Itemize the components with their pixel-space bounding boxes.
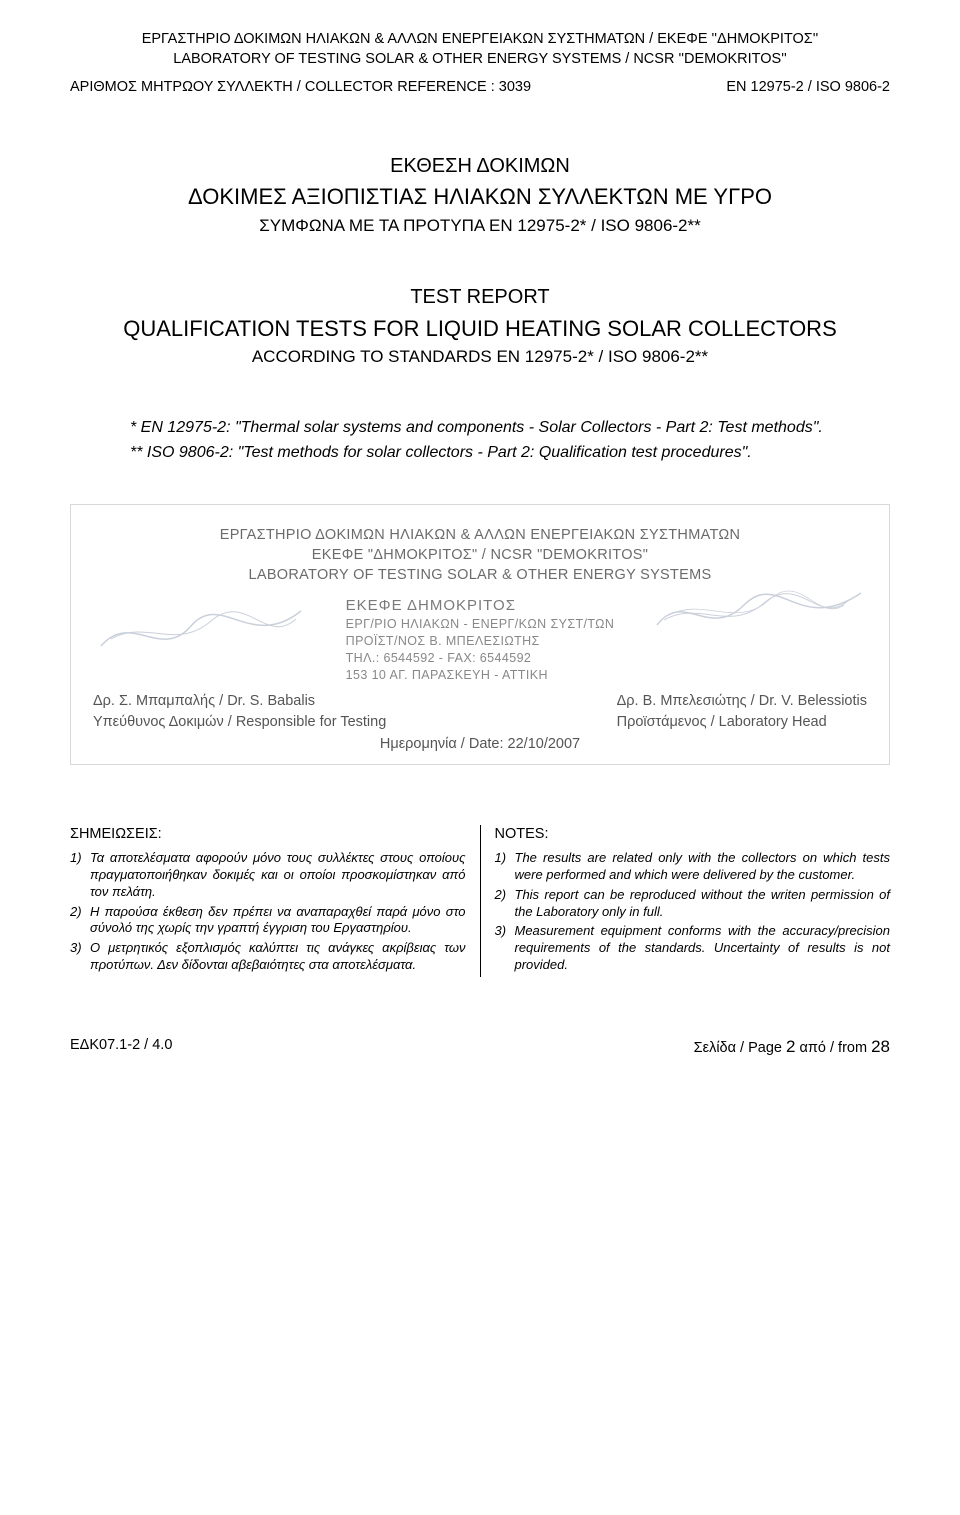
footer-page: Σελίδα / Page 2 από / from 28	[694, 1037, 890, 1057]
reference-row: ΑΡΙΘΜΟΣ ΜΗΤΡΩΟΥ ΣΥΛΛΕΚΤΗ / COLLECTOR REF…	[70, 79, 890, 95]
signatory-right: Δρ. Β. Μπελεσιώτης / Dr. V. Belessiotis …	[557, 691, 867, 732]
footer-doc-code: ΕΔΚ07.1-2 / 4.0	[70, 1037, 172, 1057]
title-en-3: ACCORDING TO STANDARDS EN 12975-2* / ISO…	[70, 347, 890, 367]
stamp-h1: ΕΡΓΑΣΤΗΡΙΟ ΔΟΚΙΜΩΝ ΗΛΙΑΚΩΝ & ΑΛΛΩΝ ΕΝΕΡΓ…	[89, 525, 871, 545]
stamp-box: ΕΚΕΦΕ ΔΗΜΟΚΡΙΤΟΣ ΕΡΓ/ΡΙΟ ΗΛΙΑΚΩΝ - ΕΝΕΡΓ…	[89, 596, 871, 684]
signatory-left-role: Υπεύθυνος Δοκιμών / Responsible for Test…	[93, 712, 386, 732]
signatory-left-name: Δρ. Σ. Μπαμπαλής / Dr. S. Babalis	[93, 691, 386, 711]
notes-en-title: NOTES:	[495, 825, 891, 844]
note-gr-3: 3)Ο μετρητικός εξοπλισμός καλύπτει τις α…	[70, 940, 466, 974]
signature-block: ΕΡΓΑΣΤΗΡΙΟ ΔΟΚΙΜΩΝ ΗΛΙΑΚΩΝ & ΑΛΛΩΝ ΕΝΕΡΓ…	[70, 504, 890, 765]
note-en-3: 3)Measurement equipment conforms with th…	[495, 923, 891, 974]
page-total: 28	[871, 1037, 890, 1056]
stamp-box-4: ΤΗΛ.: 6544592 - FAX: 6544592	[346, 650, 615, 667]
note-en-1: 1)The results are related only with the …	[495, 850, 891, 884]
collector-reference: ΑΡΙΘΜΟΣ ΜΗΤΡΩΟΥ ΣΥΛΛΕΚΤΗ / COLLECTOR REF…	[70, 79, 531, 95]
def-iso9806: ** ISO 9806-2: "Test methods for solar c…	[130, 442, 850, 464]
title-greek: ΕΚΘΕΣΗ ΔΟΚΙΜΩΝ ΔΟΚΙΜΕΣ ΑΞΙΟΠΙΣΤΙΑΣ ΗΛΙΑΚ…	[70, 155, 890, 236]
note-gr-2: 2)Η παρούσα έκθεση δεν πρέπει να αναπαρα…	[70, 904, 466, 938]
signatory-left: Δρ. Σ. Μπαμπαλής / Dr. S. Babalis Υπεύθυ…	[93, 691, 386, 732]
notes-greek: ΣΗΜΕΙΩΣΕΙΣ: 1)Τα αποτελέσματα αφορούν μό…	[70, 825, 481, 977]
signatory-right-role: Προϊστάμενος / Laboratory Head	[617, 712, 867, 732]
stamp-box-5: 153 10 ΑΓ. ΠΑΡΑΣΚΕΥΗ - ΑΤΤΙΚΗ	[346, 667, 615, 684]
signature-date: Ημερομηνία / Date: 22/10/2007	[89, 736, 871, 752]
def-en12975: * EN 12975-2: "Thermal solar systems and…	[130, 417, 850, 439]
standard-reference: EN 12975-2 / ISO 9806-2	[726, 79, 890, 95]
header-line-gr: ΕΡΓΑΣΤΗΡΙΟ ΔΟΚΙΜΩΝ ΗΛΙΑΚΩΝ & ΑΛΛΩΝ ΕΝΕΡΓ…	[70, 30, 890, 50]
notes-gr-title: ΣΗΜΕΙΩΣΕΙΣ:	[70, 825, 466, 844]
notes-english: NOTES: 1)The results are related only wi…	[481, 825, 891, 977]
signatories-row: Δρ. Σ. Μπαμπαλής / Dr. S. Babalis Υπεύθυ…	[93, 691, 867, 732]
stamp-box-title: ΕΚΕΦΕ ΔΗΜΟΚΡΙΤΟΣ	[346, 596, 615, 616]
standard-definitions: * EN 12975-2: "Thermal solar systems and…	[130, 417, 850, 464]
notes-section: ΣΗΜΕΙΩΣΕΙΣ: 1)Τα αποτελέσματα αφορούν μό…	[70, 825, 890, 977]
note-gr-1: 1)Τα αποτελέσματα αφορούν μόνο τους συλλ…	[70, 850, 466, 901]
note-en-2: 2)This report can be reproduced without …	[495, 887, 891, 921]
title-gr-2: ΔΟΚΙΜΕΣ ΑΞΙΟΠΙΣΤΙΑΣ ΗΛΙΑΚΩΝ ΣΥΛΛΕΚΤΩΝ ΜΕ…	[70, 184, 890, 210]
title-gr-1: ΕΚΘΕΣΗ ΔΟΚΙΜΩΝ	[70, 155, 890, 178]
signatory-right-name: Δρ. Β. Μπελεσιώτης / Dr. V. Belessiotis	[617, 691, 867, 711]
page-footer: ΕΔΚ07.1-2 / 4.0 Σελίδα / Page 2 από / fr…	[70, 1037, 890, 1057]
document-header: ΕΡΓΑΣΤΗΡΙΟ ΔΟΚΙΜΩΝ ΗΛΙΑΚΩΝ & ΑΛΛΩΝ ΕΝΕΡΓ…	[70, 30, 890, 69]
title-english: TEST REPORT QUALIFICATION TESTS FOR LIQU…	[70, 286, 890, 367]
stamp-box-2: ΕΡΓ/ΡΙΟ ΗΛΙΑΚΩΝ - ΕΝΕΡΓ/ΚΩΝ ΣΥΣΤ/ΤΩΝ	[346, 616, 615, 633]
stamp-box-3: ΠΡΟΪΣΤ/ΝΟΣ Β. ΜΠΕΛΕΣΙΩΤΗΣ	[346, 633, 615, 650]
stamp-h2: ΕΚΕΦΕ "ΔΗΜΟΚΡΙΤΟΣ" / NCSR "DEMOKRITOS"	[89, 545, 871, 565]
header-line-en: LABORATORY OF TESTING SOLAR & OTHER ENER…	[70, 50, 890, 70]
title-en-2: QUALIFICATION TESTS FOR LIQUID HEATING S…	[70, 315, 890, 343]
title-gr-3: ΣΥΜΦΩΝΑ ΜΕ ΤΑ ΠΡΟΤΥΠΑ EN 12975-2* / ISO …	[70, 216, 890, 236]
title-en-1: TEST REPORT	[70, 286, 890, 309]
